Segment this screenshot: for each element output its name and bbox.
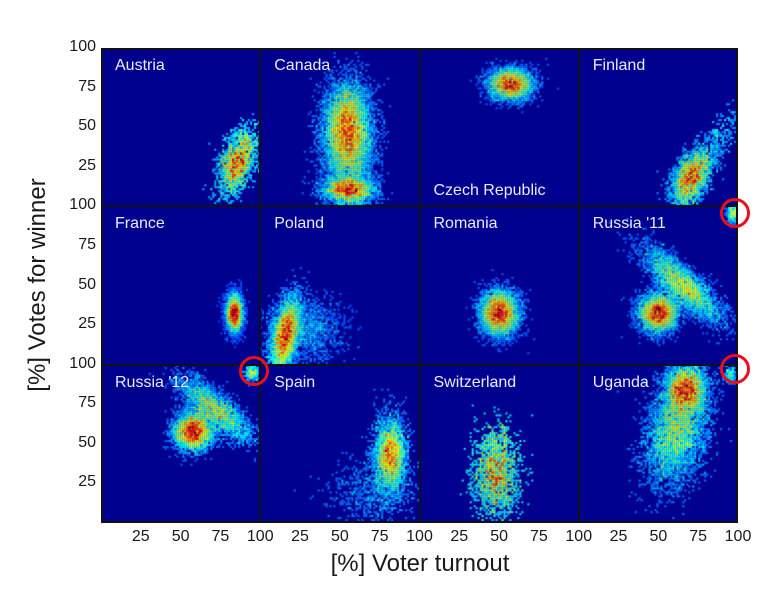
y-tick-label: 25 xyxy=(78,156,96,174)
density-heatmap xyxy=(101,364,260,523)
panel-label: Poland xyxy=(274,215,325,233)
panel-label: Romania xyxy=(433,215,498,233)
y-tick-label: 100 xyxy=(69,38,96,55)
x-tick-label: 25 xyxy=(609,528,628,545)
panel-uganda: Uganda xyxy=(578,364,738,523)
panel-label: Russia '11 xyxy=(592,215,666,233)
panel-divider xyxy=(101,363,738,366)
panel-divider xyxy=(101,205,738,208)
density-heatmap xyxy=(419,206,579,365)
panel-canada: Canada xyxy=(260,48,420,207)
panel-austria: Austria xyxy=(101,48,261,207)
x-tick-label: 75 xyxy=(370,528,389,545)
panel-france: France xyxy=(101,206,261,365)
y-tick-label: 75 xyxy=(78,394,96,412)
x-tick-label: 100 xyxy=(246,528,274,545)
x-tick-label: 50 xyxy=(649,528,668,545)
x-tick-label: 75 xyxy=(211,528,230,545)
x-tick-label: 100 xyxy=(724,528,752,545)
density-heatmap xyxy=(419,364,579,523)
x-tick-label: 25 xyxy=(450,528,469,545)
panel-label: Switzerland xyxy=(433,373,517,391)
y-axis-label: [%] Votes for winner xyxy=(24,178,51,392)
x-tick-label: 75 xyxy=(689,528,708,545)
density-heatmap xyxy=(260,364,420,523)
x-axis-label: [%] Voter turnout xyxy=(330,550,510,577)
panel-label: Uganda xyxy=(592,373,649,391)
panel-finland: Finland xyxy=(578,48,738,207)
x-tick-label: 100 xyxy=(406,528,433,545)
y-tick-label: 75 xyxy=(78,235,96,253)
highlight-circle xyxy=(238,356,269,386)
density-heatmap xyxy=(101,48,260,206)
highlight-circle xyxy=(719,197,750,228)
panel-label: Czech Republic xyxy=(433,182,546,200)
x-tick-label: 25 xyxy=(291,528,309,545)
panel-czech-republic: Czech Republic xyxy=(419,48,579,207)
density-heatmap xyxy=(260,48,420,206)
x-tick-label: 75 xyxy=(530,528,548,545)
highlight-circle xyxy=(719,354,750,385)
panel-label: Russia '12 xyxy=(115,373,190,391)
density-heatmap xyxy=(260,206,420,365)
density-heatmap xyxy=(578,206,738,365)
x-tick-label: 100 xyxy=(565,528,593,545)
y-tick-label: 50 xyxy=(78,275,96,293)
panel-russia-11: Russia '11 xyxy=(578,206,738,365)
y-tick-label: 100 xyxy=(69,354,96,372)
panel-label: Canada xyxy=(274,57,331,74)
panel-divider xyxy=(418,48,421,523)
density-heatmap xyxy=(419,48,579,206)
density-heatmap xyxy=(101,206,260,365)
panel-label: France xyxy=(115,215,165,233)
x-tick-label: 25 xyxy=(131,528,150,545)
x-tick-label: 50 xyxy=(330,528,349,545)
panel-label: Spain xyxy=(274,373,316,391)
panel-poland: Poland xyxy=(260,206,420,365)
panel-label: Austria xyxy=(115,57,165,74)
y-tick-label: 50 xyxy=(78,117,96,135)
y-tick-label: 25 xyxy=(78,473,96,491)
y-tick-label: 100 xyxy=(69,196,96,214)
x-tick-label: 50 xyxy=(490,528,509,545)
panel-spain: Spain xyxy=(260,364,420,523)
panel-divider xyxy=(577,48,580,523)
panel-romania: Romania xyxy=(419,206,579,365)
panel-russia-12: Russia '12 xyxy=(101,364,261,523)
y-tick-label: 50 xyxy=(78,433,96,451)
panel-label: Finland xyxy=(592,57,646,74)
density-heatmap xyxy=(578,48,738,206)
y-tick-label: 75 xyxy=(78,77,96,95)
panel-switzerland: Switzerland xyxy=(419,364,579,523)
panel-divider xyxy=(259,48,262,523)
x-tick-label: 50 xyxy=(171,528,190,545)
density-heatmap xyxy=(578,364,738,523)
y-tick-label: 25 xyxy=(78,315,96,333)
